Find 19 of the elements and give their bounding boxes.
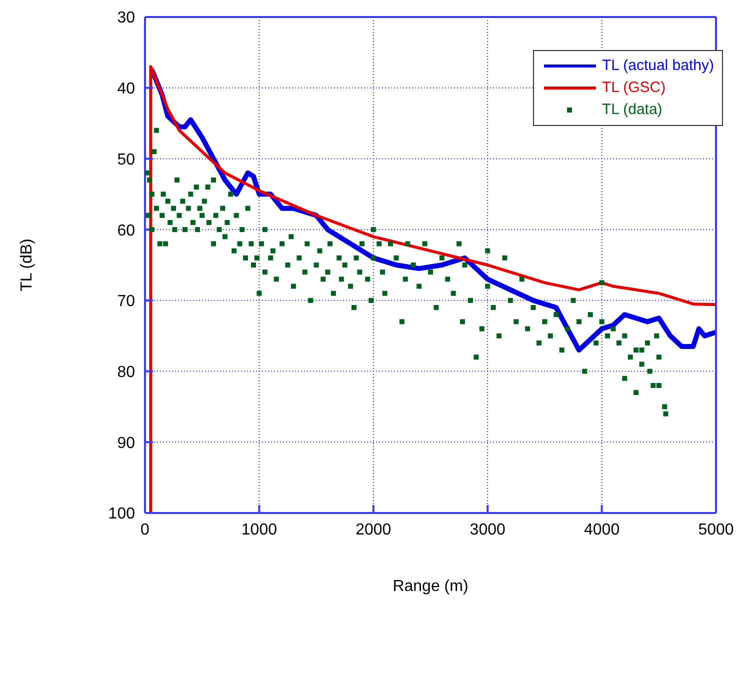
x-tick-label: 1000 <box>241 521 278 538</box>
legend-label: TL (data) <box>602 100 662 120</box>
y-tick-label: 60 <box>117 222 136 240</box>
y-tick-label: 90 <box>117 434 136 452</box>
x-axis-title: Range (m) <box>392 578 468 595</box>
x-tick-label: 3000 <box>470 521 506 538</box>
legend-label: TL (GSC) <box>602 78 666 98</box>
y-axis-title: TL (dB) <box>18 238 36 292</box>
x-tick-label: 0 <box>140 521 150 538</box>
y-tick-label: 30 <box>117 10 136 27</box>
x-tick-label: 4000 <box>584 521 620 538</box>
y-tick-label: 40 <box>117 80 136 98</box>
y-tick-label: 70 <box>117 293 136 310</box>
y-tick-label: 100 <box>108 506 136 523</box>
x-tick-label: 5000 <box>698 521 734 538</box>
legend-label: TL (actual bathy) <box>602 56 714 76</box>
y-tick-label: 50 <box>117 151 136 168</box>
x-tick-label: 2000 <box>356 521 392 538</box>
y-tick-label: 80 <box>117 364 136 381</box>
